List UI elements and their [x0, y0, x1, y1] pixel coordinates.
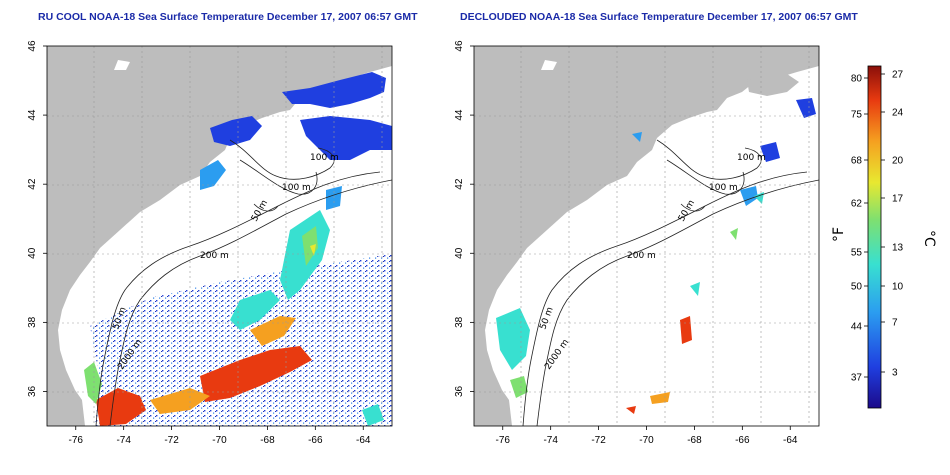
x-tick-label: -72: [164, 435, 179, 446]
y-tick-label: 38: [454, 316, 465, 328]
contour-label: 200 m: [627, 251, 656, 261]
y-tick-label: 46: [27, 40, 38, 52]
x-tick-label: -74: [116, 435, 131, 446]
colorbar: 80 75 68 62 55 50 44 37 27 24 20 17 13 10 7 3 °F °C: [831, 65, 937, 409]
celsius-tick-label: 27: [892, 70, 904, 81]
fahrenheit-tick-label: 50: [851, 282, 863, 293]
y-tick-label: 36: [27, 385, 38, 397]
y-tick-label: 44: [27, 109, 38, 121]
y-tick-label: 36: [454, 385, 465, 397]
left-map: [47, 46, 392, 426]
celsius-tick-label: 10: [892, 282, 904, 293]
y-tick-label: 44: [454, 109, 465, 121]
y-tick-label: 38: [27, 316, 38, 328]
celsius-tick-label: 3: [892, 368, 898, 379]
contour-label: 100 m: [282, 183, 311, 193]
right-map: [474, 46, 819, 426]
fahrenheit-tick-label: 75: [851, 110, 863, 121]
y-tick-label: 40: [454, 247, 465, 259]
fahrenheit-tick-label: 62: [851, 199, 863, 210]
x-tick-label: -66: [735, 435, 750, 446]
right-map-title: DECLOUDED NOAA-18 Sea Surface Temperatur…: [460, 11, 858, 23]
colorbar-ticks: 80 75 68 62 55 50 44 37 27 24 20 17 13 10 7 3: [851, 70, 904, 384]
land-mass: [47, 46, 392, 426]
land-mass: [474, 46, 819, 426]
x-tick-label: -68: [687, 435, 702, 446]
fahrenheit-tick-label: 44: [851, 322, 863, 333]
x-tick-label: -74: [543, 435, 558, 446]
contour-label: 100 m: [737, 153, 766, 163]
colorbar-gradient: [867, 65, 882, 409]
x-tick-label: -76: [69, 435, 84, 446]
y-tick-label: 42: [454, 178, 465, 190]
celsius-tick-label: 17: [892, 194, 904, 205]
map-grid: [474, 46, 819, 426]
bathymetry-contours: [522, 139, 819, 426]
contour-label: 100 m: [310, 153, 339, 163]
celsius-tick-label: 24: [892, 108, 904, 119]
fahrenheit-tick-label: 37: [851, 373, 863, 384]
x-tick-label: -70: [212, 435, 227, 446]
x-tick-label: -64: [783, 435, 798, 446]
y-tick-label: 42: [27, 178, 38, 190]
celsius-tick-label: 13: [892, 243, 904, 254]
y-tick-label: 40: [27, 247, 38, 259]
celsius-unit-label: °C: [921, 230, 937, 247]
fahrenheit-tick-label: 55: [851, 248, 863, 259]
contour-label: 200 m: [200, 251, 229, 261]
x-tick-label: -76: [496, 435, 511, 446]
x-tick-label: -70: [639, 435, 654, 446]
fahrenheit-unit-label: °F: [831, 227, 847, 242]
x-tick-label: -72: [591, 435, 606, 446]
left-map-title: RU COOL NOAA-18 Sea Surface Temperature …: [38, 11, 418, 23]
x-tick-label: -64: [356, 435, 371, 446]
x-tick-label: -66: [308, 435, 323, 446]
map-grid: [47, 46, 392, 426]
axis-ticks: -76 -74 -72 -70 -68 -66 -64 36 38 40 42 44 46 -76 -74 -…: [27, 40, 798, 446]
fahrenheit-tick-label: 80: [851, 74, 863, 85]
fahrenheit-tick-label: 68: [851, 156, 863, 167]
y-tick-label: 46: [454, 40, 465, 52]
bathymetry-contours: [95, 139, 392, 426]
x-tick-label: -68: [260, 435, 275, 446]
contour-label: 100 m: [709, 183, 738, 193]
celsius-tick-label: 20: [892, 156, 904, 167]
celsius-tick-label: 7: [892, 318, 898, 329]
